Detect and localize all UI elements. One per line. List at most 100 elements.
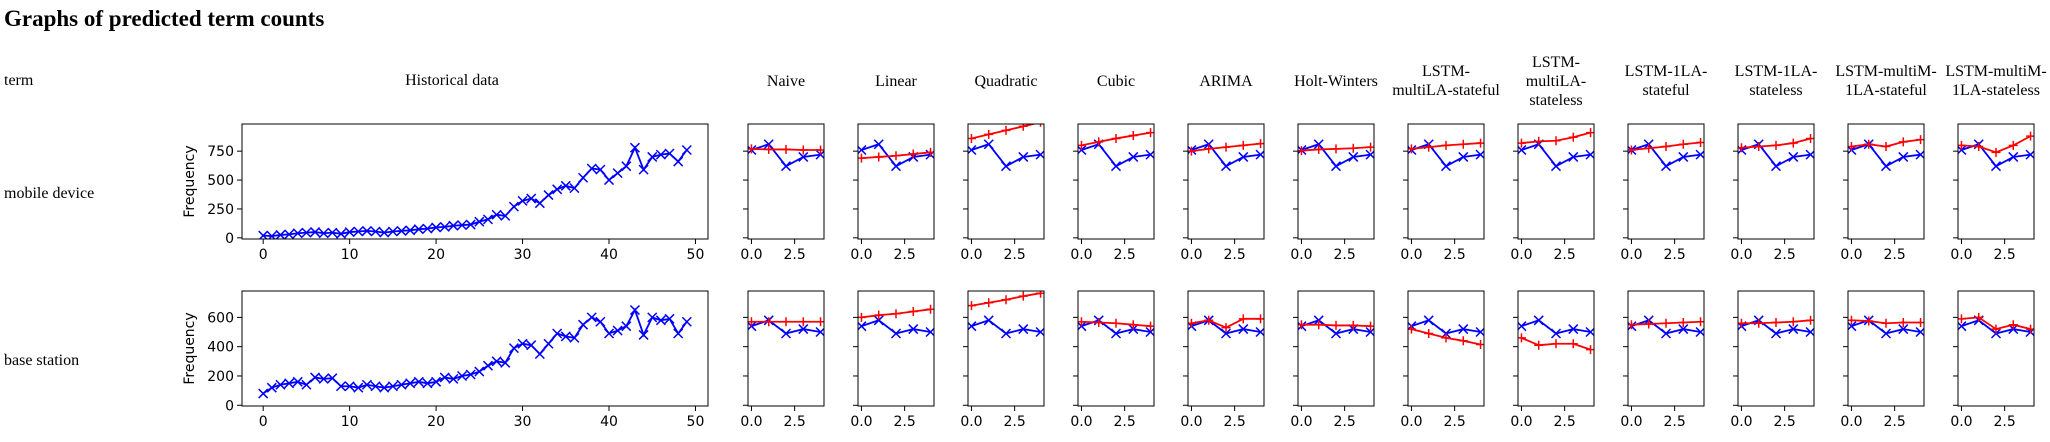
model-header: Quadratic bbox=[974, 72, 1038, 90]
marker bbox=[1204, 315, 1214, 325]
marker bbox=[353, 226, 364, 237]
series-line bbox=[1081, 143, 1151, 168]
axes-frame bbox=[967, 290, 1045, 407]
marker bbox=[482, 360, 493, 371]
marker bbox=[1424, 328, 1434, 338]
marker bbox=[1660, 161, 1672, 172]
x-tick-label: 2.5 bbox=[784, 247, 806, 263]
plot-area bbox=[1848, 315, 1924, 339]
marker bbox=[508, 201, 519, 212]
marker bbox=[1533, 315, 1544, 326]
marker bbox=[1111, 318, 1121, 328]
marker bbox=[379, 227, 390, 238]
marker bbox=[586, 312, 597, 323]
axes-frame bbox=[1627, 123, 1705, 240]
marker bbox=[1458, 336, 1468, 346]
axes-frame bbox=[241, 123, 709, 240]
plot-area bbox=[858, 139, 934, 172]
marker bbox=[396, 379, 407, 390]
marker bbox=[1331, 320, 1341, 330]
x-tick-label: 2.5 bbox=[894, 414, 916, 430]
marker bbox=[448, 220, 459, 231]
marker bbox=[465, 219, 476, 230]
marker bbox=[465, 369, 476, 380]
marker bbox=[1238, 324, 1249, 335]
x-tick-label: 50 bbox=[687, 247, 705, 263]
marker bbox=[327, 373, 338, 384]
marker bbox=[310, 372, 321, 383]
marker bbox=[379, 382, 390, 393]
marker bbox=[275, 379, 286, 390]
marker bbox=[1000, 328, 1012, 339]
marker bbox=[647, 151, 658, 162]
marker bbox=[1018, 324, 1029, 335]
marker bbox=[1128, 320, 1138, 330]
marker bbox=[1441, 140, 1451, 150]
marker bbox=[638, 329, 649, 340]
axes-frame bbox=[241, 290, 709, 407]
x-tick-label: 0.0 bbox=[1290, 414, 1312, 430]
axes-frame bbox=[1627, 290, 1705, 407]
x-tick-label: 2.5 bbox=[1224, 414, 1246, 430]
x-tick-label: 2.5 bbox=[1004, 247, 1026, 263]
x-tick-label: 2.5 bbox=[1554, 247, 1576, 263]
model-header: LSTM-1LA-stateful bbox=[1624, 63, 1708, 99]
marker bbox=[508, 343, 519, 354]
marker bbox=[1001, 295, 1011, 305]
marker bbox=[681, 316, 692, 327]
axes-frame bbox=[1737, 123, 1815, 240]
plot-area bbox=[1298, 139, 1374, 172]
x-tick-label: 2.5 bbox=[1774, 247, 1796, 263]
marker bbox=[491, 209, 502, 220]
marker bbox=[1458, 139, 1468, 149]
marker bbox=[1788, 324, 1799, 335]
x-tick-label: 2.5 bbox=[1114, 414, 1136, 430]
plot-area bbox=[1188, 139, 1264, 172]
marker bbox=[1018, 124, 1028, 131]
plot-area bbox=[748, 315, 824, 339]
marker bbox=[1898, 137, 1908, 147]
marker bbox=[396, 225, 407, 236]
marker bbox=[1534, 340, 1544, 350]
term-header: term bbox=[4, 72, 34, 89]
marker bbox=[638, 164, 649, 175]
plot-area bbox=[1628, 315, 1704, 339]
axes-frame bbox=[1957, 123, 2035, 240]
axes-frame bbox=[1187, 123, 1265, 240]
model-header: LSTM-multiLA-stateless bbox=[1525, 53, 1587, 109]
marker bbox=[798, 151, 809, 162]
marker bbox=[1204, 144, 1214, 154]
marker bbox=[673, 156, 684, 167]
x-tick-label: 0.0 bbox=[1510, 414, 1532, 430]
marker bbox=[612, 325, 623, 336]
model-header: LSTM-multiLA-stateful bbox=[1392, 63, 1500, 99]
marker bbox=[1331, 144, 1341, 154]
x-tick-label: 40 bbox=[600, 247, 618, 263]
marker bbox=[1770, 328, 1782, 339]
x-tick-label: 20 bbox=[427, 247, 445, 263]
plot-area bbox=[748, 139, 824, 172]
y-tick-label: 250 bbox=[207, 202, 234, 218]
marker bbox=[764, 144, 774, 154]
marker bbox=[327, 227, 338, 238]
axes-frame bbox=[1847, 290, 1925, 407]
marker bbox=[673, 328, 684, 339]
marker bbox=[1440, 161, 1452, 172]
marker bbox=[1000, 161, 1012, 172]
model-header: LSTM-multiM-1LA-stateless bbox=[1945, 63, 2047, 99]
axes-frame bbox=[1847, 123, 1925, 240]
marker bbox=[1974, 312, 1984, 322]
x-tick-label: 0.0 bbox=[1730, 414, 1752, 430]
marker bbox=[1990, 161, 2002, 172]
y-axis-label: Frequency bbox=[182, 312, 198, 384]
marker bbox=[1203, 139, 1214, 150]
marker bbox=[891, 151, 901, 161]
marker bbox=[1880, 161, 1892, 172]
x-tick-label: 0.0 bbox=[740, 247, 762, 263]
marker bbox=[560, 331, 571, 342]
plot-area bbox=[858, 304, 934, 339]
marker bbox=[1864, 139, 1874, 149]
x-tick-label: 40 bbox=[600, 414, 618, 430]
plot-area bbox=[1738, 133, 1814, 172]
marker bbox=[1441, 333, 1451, 343]
